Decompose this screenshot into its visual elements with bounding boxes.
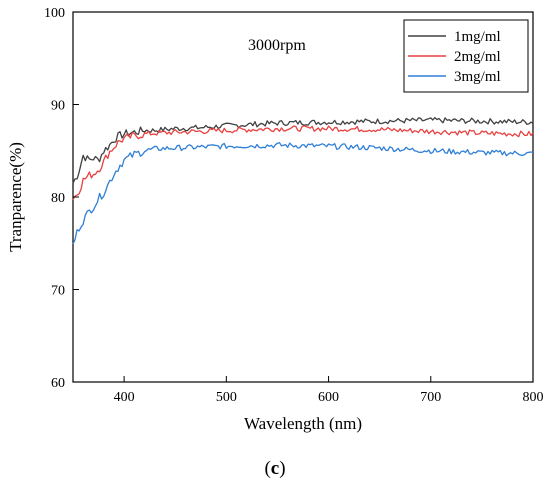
- figure-label-letter: c: [271, 458, 279, 479]
- legend-label-2: 2mg/ml: [454, 49, 501, 65]
- y-tick-label: 100: [44, 6, 65, 21]
- x-tick-label: 500: [216, 390, 237, 405]
- legend-items: 1mg/ml 2mg/ml 3mg/ml: [408, 29, 501, 85]
- x-tick-label: 800: [523, 390, 544, 405]
- figure-label-close: ): [279, 458, 285, 479]
- legend-label-1: 1mg/ml: [454, 29, 501, 45]
- y-tick-label: 80: [51, 191, 65, 206]
- x-tick-label: 600: [318, 390, 339, 405]
- series-line-2: [72, 125, 534, 201]
- x-tick-label: 400: [114, 390, 135, 405]
- speed-annotation: 3000rpm: [248, 37, 306, 54]
- series-line-3: [72, 142, 534, 245]
- y-tick-label: 60: [51, 376, 65, 391]
- series-line-1: [72, 116, 534, 184]
- tick-layer: 400 500 600 700 800 60 70 80 90 100: [44, 6, 544, 405]
- y-tick-label: 70: [51, 284, 65, 299]
- figure-label-open: (: [264, 458, 270, 479]
- y-tick-label: 90: [51, 99, 65, 114]
- series-layer: [72, 116, 534, 245]
- x-tick-label: 700: [420, 390, 441, 405]
- y-axis-label: Tranparence(%): [6, 142, 25, 252]
- x-axis-label: Wavelength (nm): [244, 414, 362, 433]
- legend-label-3: 3mg/ml: [454, 69, 501, 85]
- legend: 1mg/ml 2mg/ml 3mg/ml: [403, 19, 529, 93]
- figure-label: (c): [264, 458, 285, 479]
